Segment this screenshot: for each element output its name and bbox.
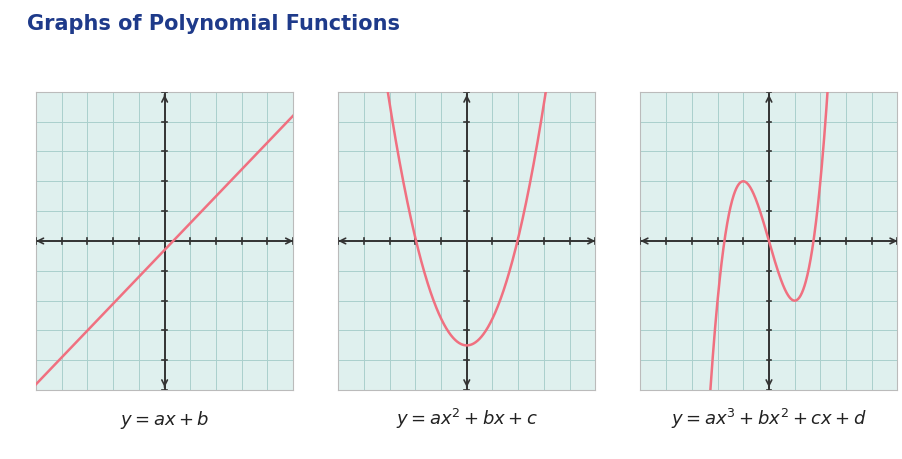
Text: Graphs of Polynomial Functions: Graphs of Polynomial Functions [27, 14, 400, 34]
Text: $y = ax^3 + bx^2 + cx + d$: $y = ax^3 + bx^2 + cx + d$ [671, 407, 868, 431]
Text: $y = ax^2 + bx + c$: $y = ax^2 + bx + c$ [396, 407, 538, 431]
Text: $y = ax + b$: $y = ax + b$ [120, 409, 210, 431]
